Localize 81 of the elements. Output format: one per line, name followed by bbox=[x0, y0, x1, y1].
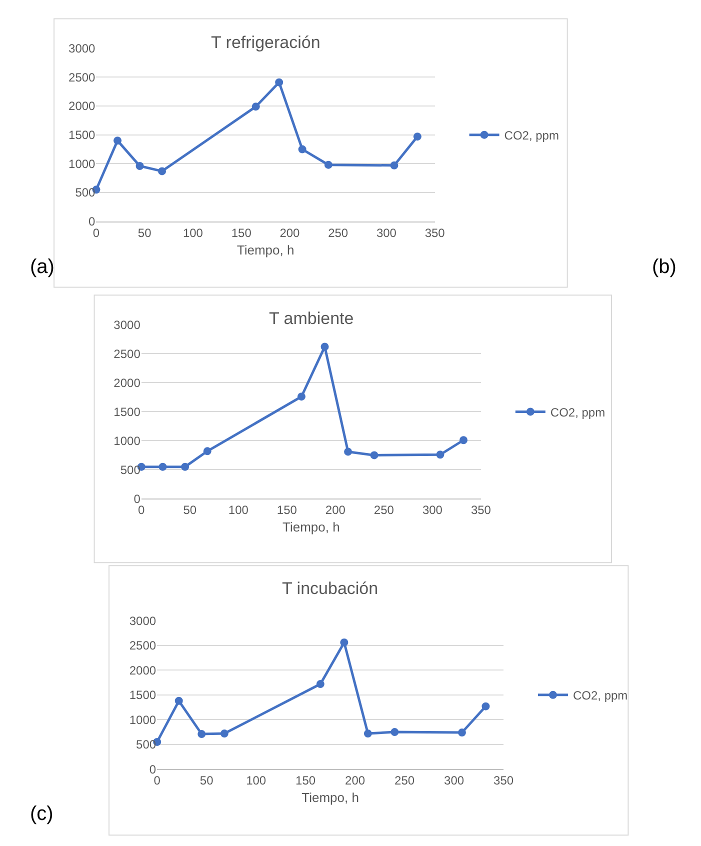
x-tick-label: 50 bbox=[138, 226, 152, 240]
point bbox=[460, 436, 468, 444]
y-tick-label: 2500 bbox=[129, 638, 156, 653]
x-axis-title: Tiempo, h bbox=[236, 242, 294, 258]
y-tick-label: 2000 bbox=[68, 99, 96, 114]
y-tick-label: 2000 bbox=[114, 376, 141, 390]
x-tick-label: 250 bbox=[328, 226, 348, 240]
x-tick-label: 200 bbox=[345, 774, 366, 788]
point bbox=[297, 392, 306, 401]
x-tick-label: 100 bbox=[246, 774, 266, 788]
point bbox=[340, 638, 348, 646]
y-tick-label: 500 bbox=[75, 186, 96, 200]
x-tick-label: 150 bbox=[276, 503, 298, 518]
y-tick-label: 2000 bbox=[129, 663, 156, 678]
point bbox=[390, 728, 399, 736]
y-tick-label: 2500 bbox=[68, 70, 96, 84]
point bbox=[413, 132, 422, 141]
x-tick-label: 100 bbox=[228, 503, 249, 518]
x-axis-title: Tiempo, h bbox=[282, 520, 340, 535]
point bbox=[220, 730, 228, 738]
x-tick-label: 350 bbox=[424, 226, 446, 240]
y-tick-label: 0 bbox=[88, 214, 96, 229]
point bbox=[252, 102, 260, 111]
y-tick-label: 1000 bbox=[129, 712, 156, 727]
x-tick-label: 300 bbox=[444, 774, 464, 788]
chart-title: T refrigeración bbox=[211, 33, 320, 52]
y-tick-label: 500 bbox=[120, 462, 141, 477]
chart-title: T ambiente bbox=[269, 309, 354, 328]
point bbox=[275, 78, 284, 86]
point bbox=[364, 730, 372, 738]
point bbox=[174, 696, 183, 705]
x-tick-label: 200 bbox=[325, 503, 346, 518]
x-tick-label: 100 bbox=[182, 226, 204, 240]
text: (c) bbox=[30, 803, 54, 825]
point bbox=[316, 680, 324, 688]
x-tick-label: 250 bbox=[374, 503, 394, 518]
y-tick-label: 1500 bbox=[68, 128, 96, 142]
x-tick-label: 300 bbox=[422, 503, 443, 518]
point bbox=[198, 730, 206, 738]
y-tick-label: 3000 bbox=[68, 42, 96, 56]
y-tick-label: 500 bbox=[136, 738, 156, 752]
chart-title: T incubación bbox=[282, 579, 378, 598]
point bbox=[181, 462, 190, 471]
x-tick-label: 50 bbox=[200, 774, 214, 788]
y-tick-label: 2500 bbox=[114, 346, 141, 361]
point bbox=[344, 448, 352, 456]
point bbox=[482, 702, 490, 710]
y-tick-label: 3000 bbox=[114, 318, 141, 332]
point bbox=[458, 728, 466, 737]
point bbox=[114, 136, 122, 145]
y-tick-label: 1000 bbox=[114, 434, 141, 448]
x-tick-label: 350 bbox=[470, 503, 492, 518]
legend-label: CO2, ppm bbox=[572, 688, 628, 703]
x-tick-label: 350 bbox=[494, 774, 514, 788]
x-tick-label: 50 bbox=[183, 503, 197, 518]
x-tick-label: 150 bbox=[296, 774, 316, 788]
point bbox=[298, 145, 306, 154]
point bbox=[158, 462, 167, 471]
y-tick-label: 0 bbox=[134, 492, 141, 506]
y-tick-label: 1000 bbox=[68, 156, 96, 171]
point bbox=[436, 450, 444, 459]
text: (b) bbox=[652, 256, 676, 278]
y-tick-label: 3000 bbox=[129, 614, 156, 628]
legend-label: CO2, ppm bbox=[504, 128, 559, 143]
legend-label: CO2, ppm bbox=[550, 405, 606, 420]
x-tick-label: 300 bbox=[376, 226, 397, 240]
point bbox=[203, 447, 212, 456]
y-tick-label: 0 bbox=[149, 762, 156, 776]
x-tick-label: 200 bbox=[280, 226, 300, 240]
point bbox=[136, 162, 144, 170]
x-tick-label: 150 bbox=[231, 226, 252, 240]
point bbox=[370, 451, 378, 460]
x-tick-label: 250 bbox=[394, 774, 415, 788]
y-tick-label: 1500 bbox=[114, 404, 141, 419]
point bbox=[324, 160, 332, 169]
text: (a) bbox=[30, 256, 54, 278]
x-axis-title: Tiempo, h bbox=[302, 790, 359, 806]
y-tick-label: 1500 bbox=[129, 688, 156, 702]
point bbox=[390, 161, 398, 170]
point bbox=[158, 167, 166, 176]
point bbox=[320, 342, 329, 351]
